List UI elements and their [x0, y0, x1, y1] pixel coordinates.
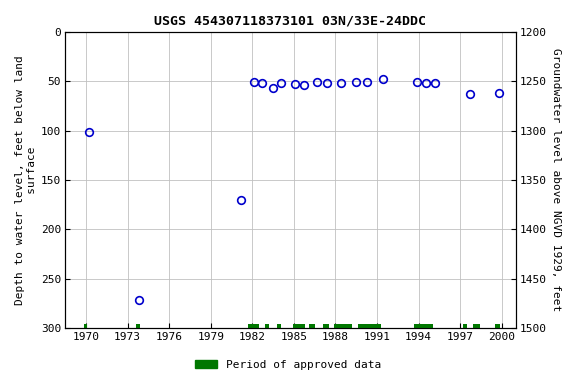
Bar	[136, 323, 140, 328]
Legend: Period of approved data: Period of approved data	[191, 356, 385, 375]
Bar	[265, 323, 269, 328]
Bar	[309, 323, 314, 328]
Bar	[334, 323, 352, 328]
Bar	[415, 323, 433, 328]
Bar	[248, 323, 259, 328]
Bar	[84, 323, 88, 328]
Bar	[323, 323, 328, 328]
Y-axis label: Depth to water level, feet below land
   surface: Depth to water level, feet below land su…	[15, 55, 37, 305]
Bar	[473, 323, 480, 328]
Bar	[463, 323, 467, 328]
Bar	[358, 323, 381, 328]
Title: USGS 454307118373101 03N/33E-24DDC: USGS 454307118373101 03N/33E-24DDC	[154, 15, 426, 28]
Bar	[277, 323, 282, 328]
Y-axis label: Groundwater level above NGVD 1929, feet: Groundwater level above NGVD 1929, feet	[551, 48, 561, 311]
Bar	[495, 323, 500, 328]
Bar	[293, 323, 305, 328]
